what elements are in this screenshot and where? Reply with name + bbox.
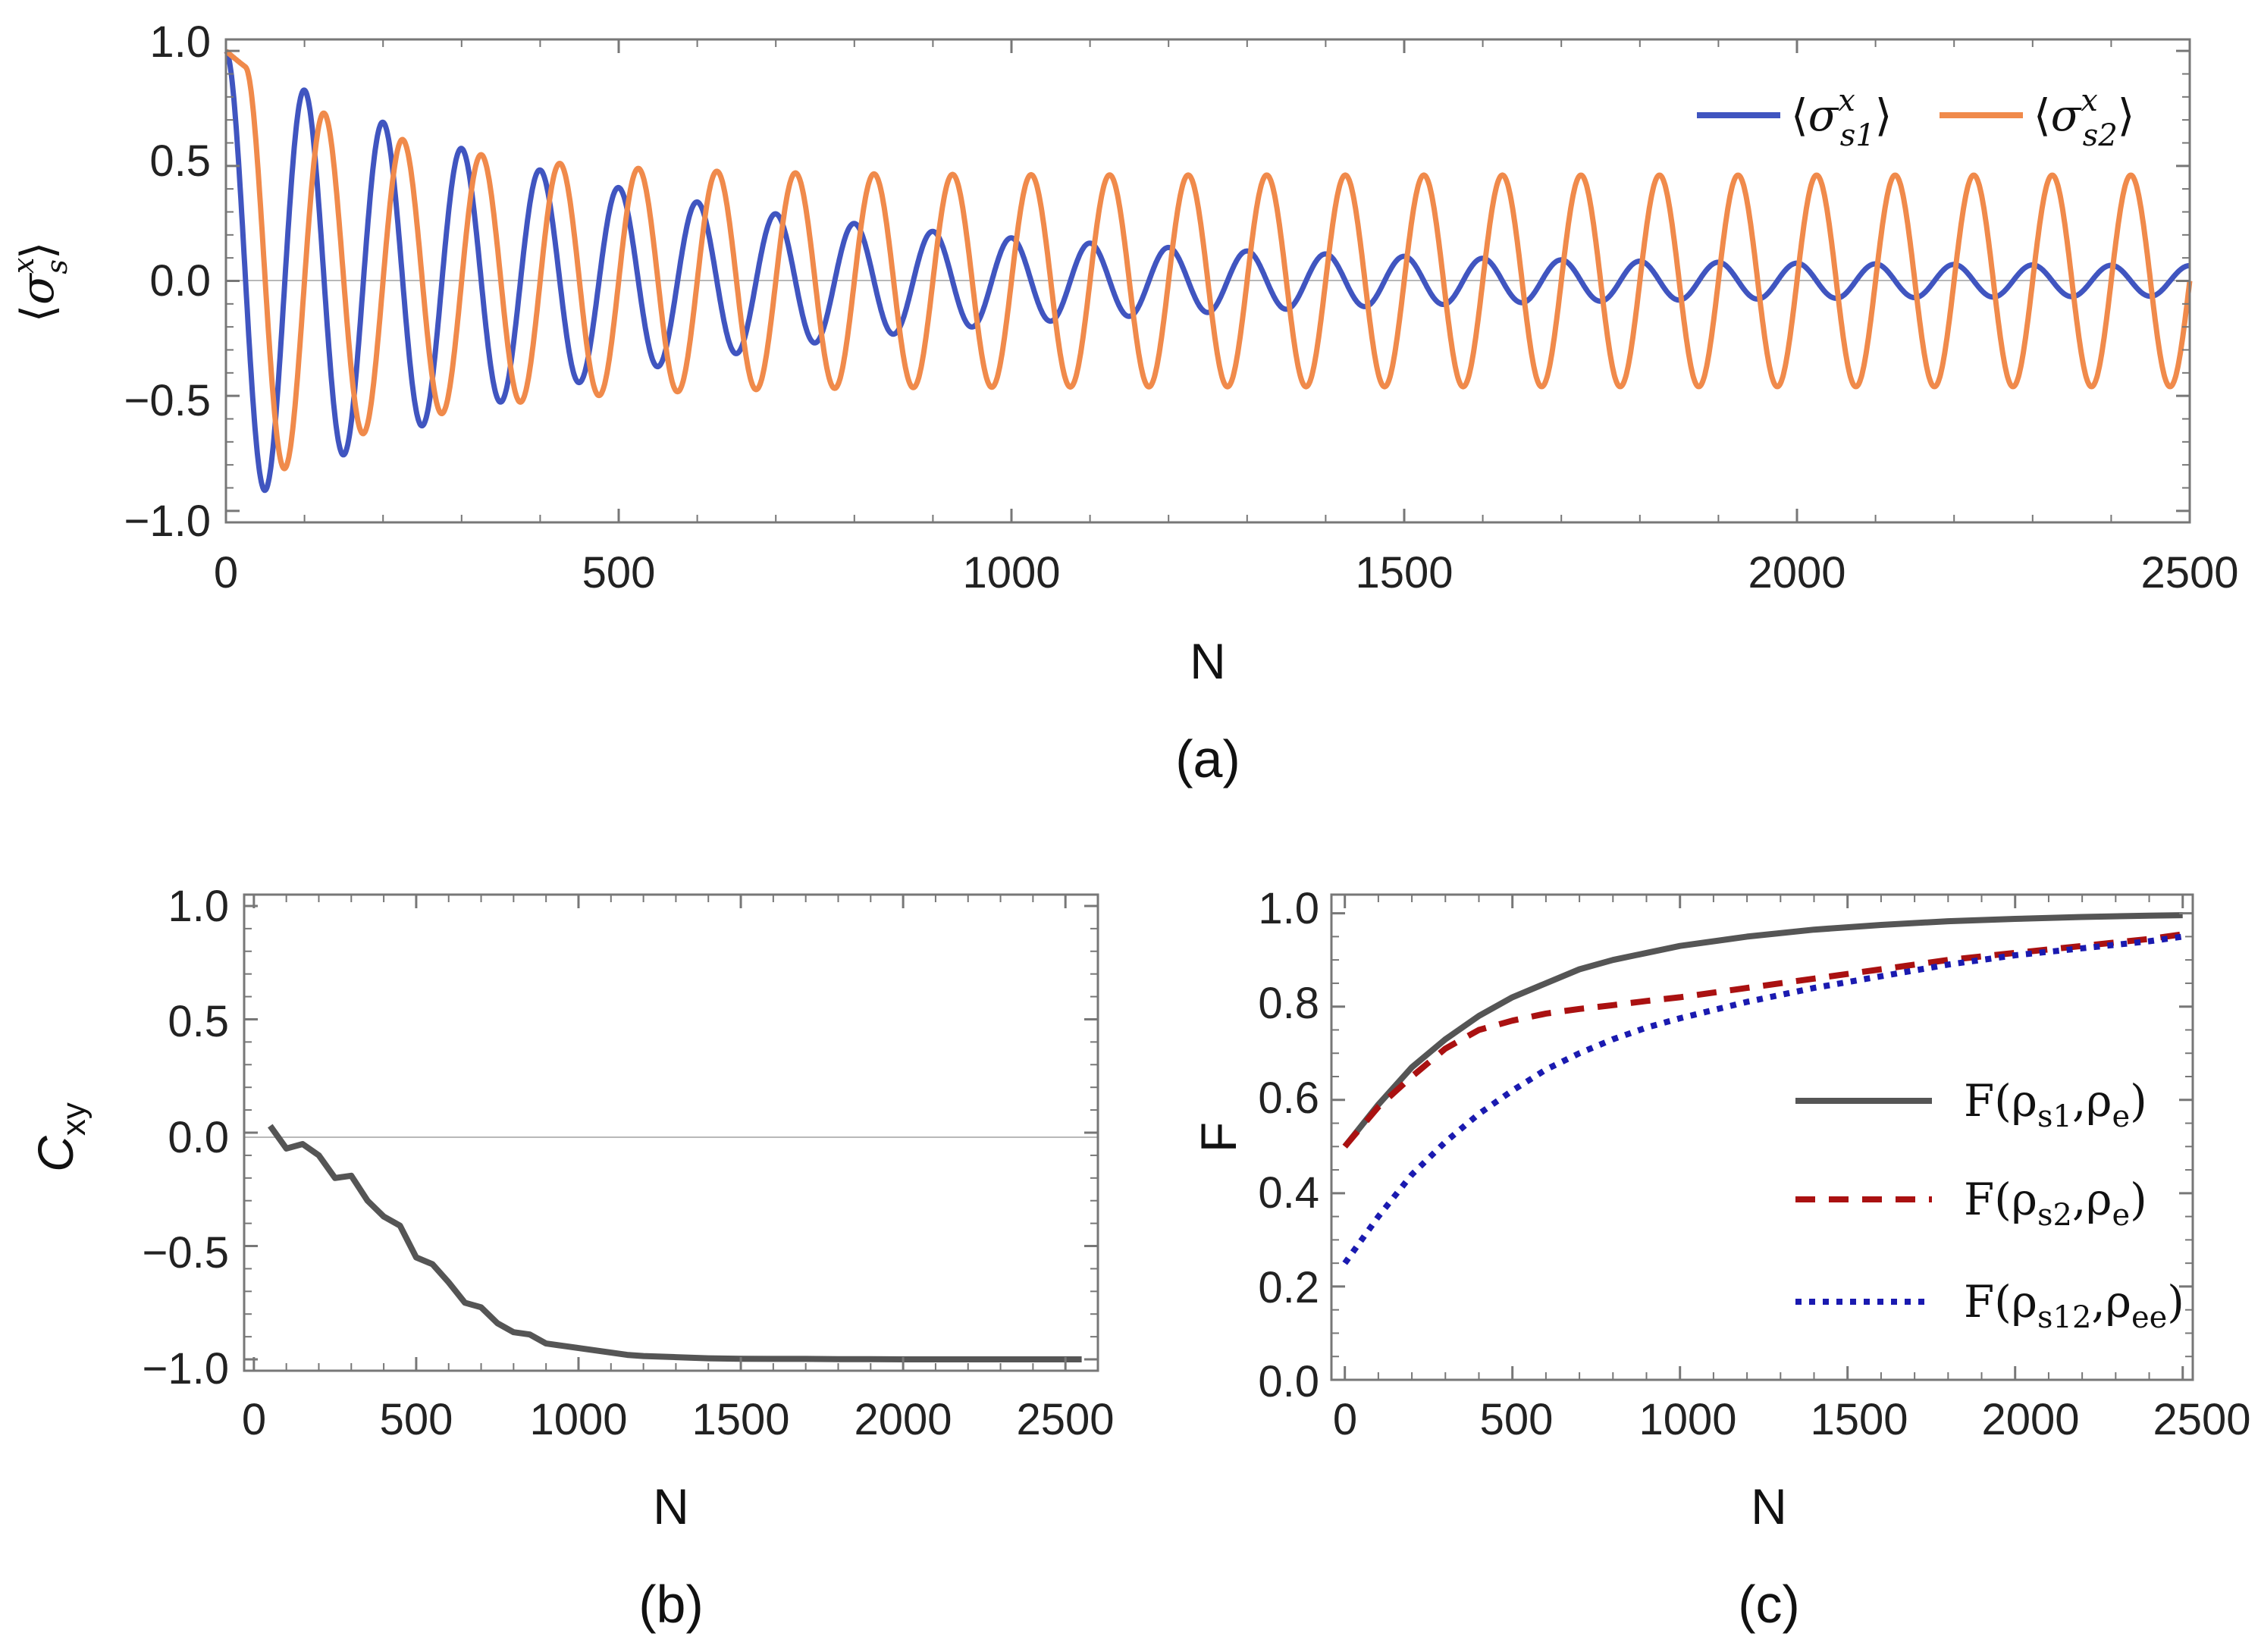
panel-c-ticks	[1331, 895, 2193, 1381]
y-tick-label: −0.5	[143, 1228, 230, 1277]
x-tick-label: 0	[242, 1395, 266, 1444]
series-line-f-s2	[1342, 931, 2184, 1149]
x-tick-label: 2000	[1981, 1395, 2079, 1444]
x-tick-label: 1000	[962, 548, 1060, 597]
legend-label-s1: ⟨σx s1⟩	[1791, 83, 1892, 153]
y-tick-label: 0.0	[1258, 1357, 1319, 1406]
y-tick-label: 0.0	[149, 256, 211, 306]
y-axis-label: Cxy	[27, 1102, 93, 1172]
panel-b-correlation-chart: 1.0 0.5 0.0 −0.5 −1.0 0 500 1000 1500 20…	[27, 882, 1115, 1634]
panel-a-y-tick-labels: 1.0 0.5 0.0 −0.5 −1.0	[124, 17, 212, 546]
y-tick-label: −1.0	[143, 1344, 230, 1393]
x-tick-label: 500	[582, 548, 656, 597]
y-tick-label: 0.2	[1258, 1263, 1319, 1312]
panel-b-frame	[243, 893, 1099, 1372]
x-axis-label: N	[653, 1478, 689, 1534]
x-tick-label: 2500	[1016, 1395, 1114, 1444]
y-axis-label: ⟨σxs⟩	[7, 242, 74, 323]
x-axis-label: N	[1190, 633, 1226, 689]
series-line-f-s1	[1342, 912, 2183, 1149]
panel-c-x-tick-labels: 0 500 1000 1500 2000 2500	[1333, 1395, 2251, 1444]
panel-a-series	[224, 49, 2193, 494]
x-tick-label: 2500	[2153, 1395, 2250, 1444]
x-tick-label: 1500	[1810, 1395, 1908, 1444]
x-tick-label: 2000	[854, 1395, 952, 1444]
svg-text:Cxy: Cxy	[27, 1102, 93, 1172]
y-tick-label: 1.0	[168, 882, 229, 931]
y-tick-label: 1.0	[149, 17, 211, 67]
panel-c-frame	[1330, 893, 2194, 1381]
series-line-sigma-s1	[224, 49, 2192, 494]
y-tick-label: 0.4	[1258, 1168, 1319, 1218]
panel-c-fidelity-chart: 1.0 0.8 0.6 0.4 0.2 0.0 0 500 1000 1500 …	[1190, 884, 2251, 1634]
x-tick-label: 1500	[1355, 548, 1453, 597]
x-tick-label: 1000	[529, 1395, 627, 1444]
caption: (c)	[1738, 1575, 1800, 1634]
panel-a-oscillation-chart: 1.0 0.5 0.0 −0.5 −1.0 0 500 1000 1500 20…	[7, 17, 2239, 788]
svg-text:F: F	[1190, 1122, 1247, 1152]
legend-label-f-s1: F(ρs1,ρe)	[1964, 1075, 2147, 1134]
svg-text:⟨σxs⟩: ⟨σxs⟩	[7, 242, 74, 323]
y-tick-label: 0.5	[168, 997, 229, 1046]
caption: (a)	[1175, 729, 1240, 788]
legend-label-s2: ⟨σx s2⟩	[2034, 83, 2134, 153]
panel-c-series	[1342, 912, 2184, 1265]
y-tick-label: 0.6	[1258, 1074, 1319, 1123]
panel-a-ticks	[224, 39, 2191, 522]
y-tick-label: −1.0	[124, 497, 212, 546]
panel-b-ticks	[244, 895, 1098, 1371]
x-tick-label: 2500	[2140, 548, 2238, 597]
legend-label-f-s2: F(ρs2,ρe)	[1964, 1174, 2147, 1233]
panel-b-x-tick-labels: 0 500 1000 1500 2000 2500	[242, 1395, 1115, 1444]
x-tick-label: 500	[380, 1395, 453, 1444]
x-tick-label: 500	[1480, 1395, 1554, 1444]
y-tick-label: 0.0	[168, 1113, 229, 1162]
panel-b-y-tick-labels: 1.0 0.5 0.0 −0.5 −1.0	[143, 882, 230, 1393]
x-tick-label: 0	[1333, 1395, 1357, 1444]
legend-label-f-s12: F(ρs12,ρee)	[1964, 1276, 2184, 1335]
y-tick-label: 1.0	[1258, 884, 1319, 933]
panel-c-y-tick-labels: 1.0 0.8 0.6 0.4 0.2 0.0	[1258, 884, 1319, 1406]
caption: (b)	[638, 1575, 704, 1634]
x-tick-label: 1500	[691, 1395, 789, 1444]
panel-a-legend: ⟨σx s1⟩ ⟨σx s2⟩	[1697, 83, 2134, 153]
panel-a-x-tick-labels: 0 500 1000 1500 2000 2500	[214, 548, 2239, 597]
y-tick-label: 0.8	[1258, 979, 1319, 1028]
x-tick-label: 2000	[1748, 548, 1845, 597]
x-tick-label: 1000	[1639, 1395, 1736, 1444]
x-axis-label: N	[1751, 1478, 1787, 1534]
y-tick-label: 0.5	[149, 136, 211, 186]
panel-c-legend: F(ρs1,ρe) F(ρs2,ρe) F(ρs12,ρee)	[1795, 1075, 2184, 1335]
series-line-cxy	[268, 1124, 1082, 1362]
series-line-f-s12	[1342, 933, 2184, 1265]
y-tick-label: −0.5	[124, 376, 212, 425]
y-axis-label: F	[1190, 1122, 1247, 1152]
panel-b-series	[268, 1124, 1082, 1362]
x-tick-label: 0	[214, 548, 238, 597]
series-line-sigma-s2	[224, 49, 2193, 472]
